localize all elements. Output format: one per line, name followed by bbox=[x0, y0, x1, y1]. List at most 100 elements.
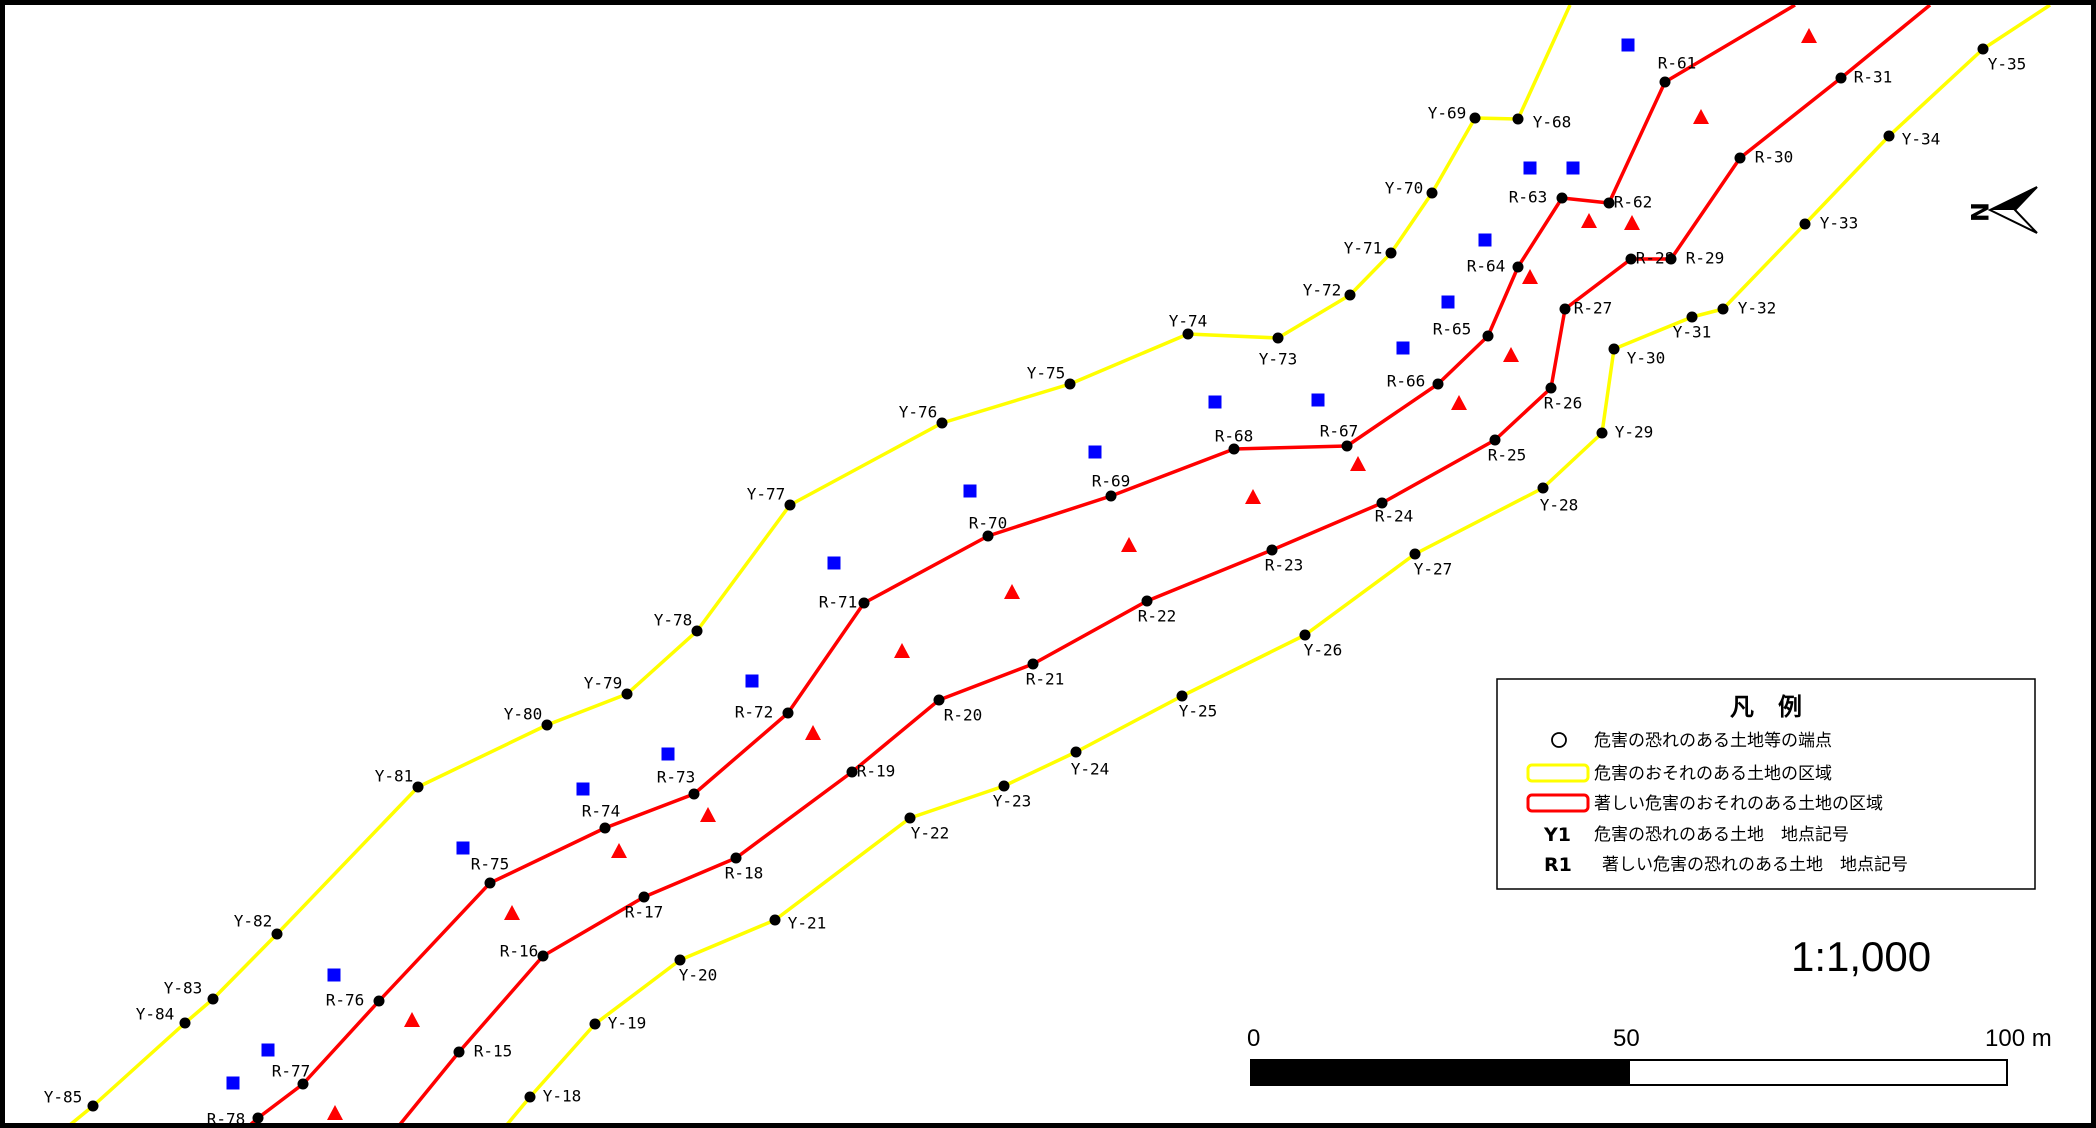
blue-square-marker bbox=[1478, 233, 1492, 247]
point-label: R-65 bbox=[1433, 320, 1472, 339]
point-label: R-19 bbox=[857, 762, 896, 781]
point-label: Y-35 bbox=[1988, 55, 2027, 74]
point-label: Y-72 bbox=[1303, 281, 1342, 300]
survey-point bbox=[904, 812, 916, 824]
area-markers bbox=[226, 28, 1817, 1120]
point-label: Y-83 bbox=[164, 979, 203, 998]
point-label: Y-33 bbox=[1820, 214, 1859, 233]
red-triangle-marker bbox=[1693, 109, 1709, 124]
survey-point bbox=[688, 788, 700, 800]
blue-square-marker bbox=[1311, 393, 1325, 407]
survey-point bbox=[1027, 658, 1039, 670]
scale-ratio: 1:1,000 bbox=[1791, 933, 1931, 980]
survey-point bbox=[373, 995, 385, 1007]
red-east-boundary-line bbox=[398, 5, 1932, 1123]
survey-point bbox=[1272, 332, 1284, 344]
point-label: Y-78 bbox=[654, 611, 693, 630]
blue-square-marker bbox=[327, 968, 341, 982]
point-label: Y-19 bbox=[608, 1014, 647, 1033]
yellow-east-boundary-line bbox=[506, 5, 2051, 1123]
survey-point bbox=[1625, 253, 1637, 265]
red-triangle-marker bbox=[1522, 269, 1538, 284]
legend: 凡 例 危害の恐れのある土地等の端点 危害のおそれのある土地の区域 著しい危害の… bbox=[1496, 678, 2036, 890]
scale-label-100: 100 m bbox=[1985, 1025, 2052, 1052]
yellow-west-boundary-line bbox=[69, 5, 1572, 1123]
survey-point bbox=[252, 1112, 264, 1123]
survey-point bbox=[1409, 548, 1421, 560]
point-label: R-61 bbox=[1658, 54, 1697, 73]
red-triangle-marker bbox=[1624, 215, 1640, 230]
survey-point bbox=[1228, 443, 1240, 455]
blue-square-marker bbox=[745, 674, 759, 688]
point-label: Y-82 bbox=[234, 912, 273, 931]
survey-point bbox=[1545, 382, 1557, 394]
survey-point bbox=[1799, 218, 1811, 230]
point-label: R-20 bbox=[944, 706, 983, 725]
survey-point bbox=[621, 688, 633, 700]
survey-point bbox=[638, 891, 650, 903]
survey-point bbox=[1266, 544, 1278, 556]
point-label: R-68 bbox=[1215, 427, 1254, 446]
point-label: Y-79 bbox=[584, 674, 623, 693]
point-label: Y-85 bbox=[44, 1088, 83, 1107]
point-label: Y-29 bbox=[1615, 423, 1654, 442]
blue-square-marker bbox=[1396, 341, 1410, 355]
point-label: Y-71 bbox=[1344, 239, 1383, 258]
survey-point bbox=[1603, 197, 1615, 209]
survey-point bbox=[1141, 595, 1153, 607]
legend-item-r-code: 著しい危害の恐れのある土地 地点記号 bbox=[1602, 855, 1908, 875]
point-label: R-24 bbox=[1375, 507, 1414, 526]
point-label: R-25 bbox=[1488, 446, 1527, 465]
legend-circle-icon bbox=[1551, 732, 1567, 748]
point-label: Y-26 bbox=[1304, 641, 1343, 660]
survey-point bbox=[1734, 152, 1746, 164]
legend-title: 凡 例 bbox=[1730, 693, 1802, 721]
legend-item-y-code: 危害の恐れのある土地 地点記号 bbox=[1594, 825, 1849, 845]
point-label: R-72 bbox=[735, 703, 774, 722]
survey-point bbox=[691, 625, 703, 637]
survey-point bbox=[1426, 187, 1438, 199]
survey-point bbox=[769, 914, 781, 926]
survey-point bbox=[1432, 378, 1444, 390]
scale-bar-white bbox=[1628, 1059, 2008, 1086]
red-triangle-marker bbox=[327, 1105, 343, 1120]
legend-symbol-y1: Y1 bbox=[1543, 824, 1571, 846]
zone-lines bbox=[69, 5, 2051, 1123]
point-label: R-71 bbox=[819, 593, 858, 612]
blue-square-marker bbox=[1621, 38, 1635, 52]
survey-point bbox=[524, 1091, 536, 1103]
survey-point bbox=[484, 877, 496, 889]
point-label: Y-27 bbox=[1414, 560, 1453, 579]
point-label: R-77 bbox=[272, 1062, 311, 1081]
point-label: Y-75 bbox=[1027, 364, 1066, 383]
survey-point bbox=[730, 852, 742, 864]
red-west-boundary-line bbox=[249, 5, 1796, 1123]
legend-box bbox=[1496, 678, 2036, 890]
survey-point bbox=[1182, 328, 1194, 340]
survey-points bbox=[87, 43, 1989, 1123]
survey-point bbox=[782, 707, 794, 719]
survey-point bbox=[1977, 43, 1989, 55]
blue-square-marker bbox=[1088, 445, 1102, 459]
point-label: R-16 bbox=[500, 942, 539, 961]
point-label: R-69 bbox=[1092, 472, 1131, 491]
point-label: R-31 bbox=[1854, 68, 1893, 87]
point-label: Y-21 bbox=[788, 914, 827, 933]
blue-square-marker bbox=[1208, 395, 1222, 409]
blue-square-marker bbox=[963, 484, 977, 498]
point-label: R-70 bbox=[969, 514, 1008, 533]
point-label: R-67 bbox=[1320, 422, 1359, 441]
point-label: R-23 bbox=[1265, 556, 1304, 575]
point-label: R-62 bbox=[1614, 193, 1653, 212]
point-label: Y-25 bbox=[1179, 702, 1218, 721]
survey-point bbox=[1686, 311, 1698, 323]
survey-point bbox=[1717, 303, 1729, 315]
red-triangle-marker bbox=[1581, 213, 1597, 228]
survey-point bbox=[858, 597, 870, 609]
scale-label-0: 0 bbox=[1247, 1025, 1260, 1052]
point-label: Y-76 bbox=[899, 403, 938, 422]
point-label: Y-74 bbox=[1169, 312, 1208, 331]
point-label: Y-20 bbox=[679, 966, 718, 985]
north-arrow: N bbox=[1965, 186, 2038, 234]
point-label: R-73 bbox=[657, 768, 696, 787]
